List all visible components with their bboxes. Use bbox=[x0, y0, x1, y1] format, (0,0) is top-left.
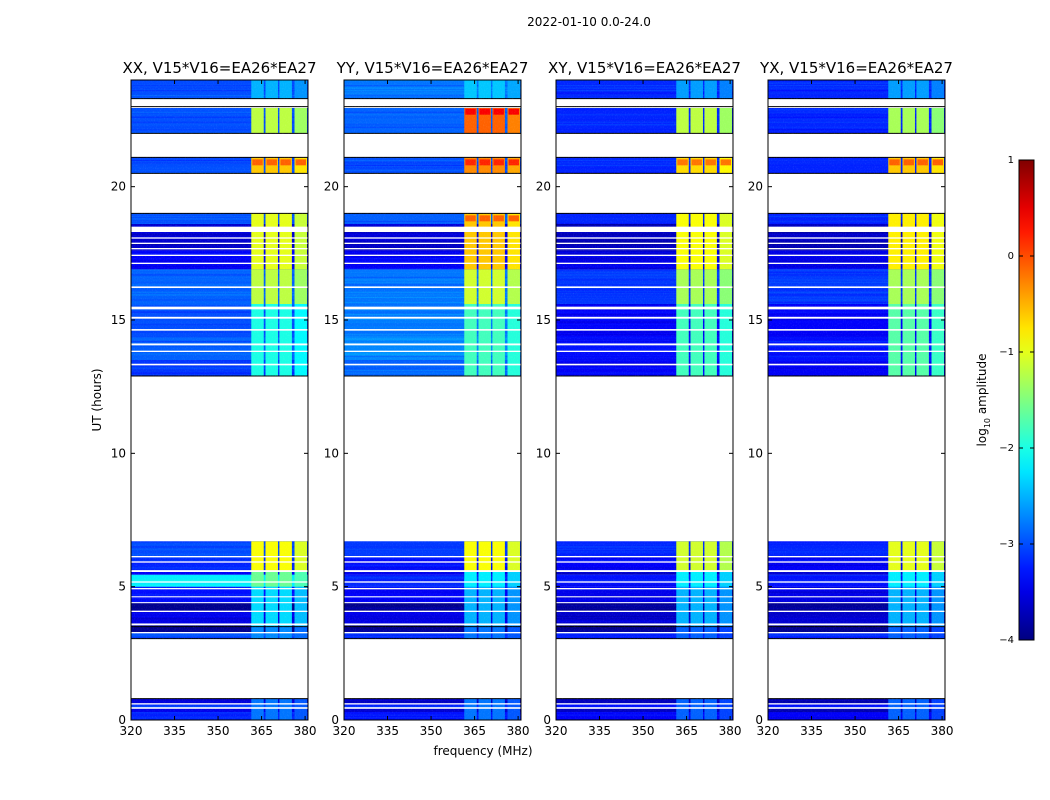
x-tick-label: 380 bbox=[294, 724, 317, 738]
x-tick-label: 350 bbox=[207, 724, 230, 738]
panel-title: YX, V15*V16=EA26*EA27 bbox=[759, 59, 953, 77]
y-tick-label: 10 bbox=[324, 446, 339, 460]
noise-overlay bbox=[768, 80, 945, 720]
y-tick-label: 15 bbox=[324, 313, 339, 327]
y-tick-label: 5 bbox=[543, 580, 551, 594]
y-tick-label: 20 bbox=[748, 180, 763, 194]
panel-2: XY, V15*V16=EA26*EA27 320 335 350 365 380 0 5 10… bbox=[536, 59, 742, 738]
x-tick-label: 350 bbox=[844, 724, 867, 738]
plot-frame bbox=[767, 79, 946, 721]
y-tick-label: 10 bbox=[536, 446, 551, 460]
colorbar: −4 −3 −2 −1 0 1 log10 amplitude bbox=[975, 155, 1035, 646]
x-tick-label: 365 bbox=[675, 724, 698, 738]
data-layer bbox=[556, 80, 733, 720]
y-tick-label: 10 bbox=[111, 446, 126, 460]
x-tick-label: 320 bbox=[120, 724, 143, 738]
x-tick-label: 365 bbox=[887, 724, 910, 738]
colorbar-tick-label: −1 bbox=[999, 347, 1014, 358]
y-tick-label: 15 bbox=[111, 313, 126, 327]
noise-overlay bbox=[344, 80, 521, 720]
noise-overlay bbox=[131, 80, 308, 720]
panel-title: XX, V15*V16=EA26*EA27 bbox=[122, 59, 316, 77]
x-tick-label: 380 bbox=[931, 724, 954, 738]
panel-title: YY, V15*V16=EA26*EA27 bbox=[336, 59, 529, 77]
x-tick-label: 320 bbox=[545, 724, 568, 738]
y-tick-label: 20 bbox=[324, 180, 339, 194]
colorbar-tick-label: −2 bbox=[999, 443, 1014, 454]
data-layer bbox=[768, 80, 945, 720]
x-tick-label: 350 bbox=[420, 724, 443, 738]
colorbar-tick-label: 1 bbox=[1008, 155, 1014, 166]
colorbar-label-main: log bbox=[975, 428, 989, 446]
y-tick-label: 20 bbox=[536, 180, 551, 194]
plot-frame bbox=[343, 79, 522, 721]
figure-suptitle: 2022-01-10 0.0-24.0 bbox=[527, 15, 651, 29]
panel-1: YY, V15*V16=EA26*EA27 320 335 350 365 380 0 5 10… bbox=[324, 59, 530, 738]
panel-title: XY, V15*V16=EA26*EA27 bbox=[548, 59, 741, 77]
colorbar-label: log10 amplitude bbox=[975, 354, 992, 447]
x-tick-label: 350 bbox=[632, 724, 655, 738]
colorbar-tick-label: −4 bbox=[999, 635, 1014, 646]
x-tick-label: 380 bbox=[507, 724, 530, 738]
noise-overlay bbox=[556, 80, 733, 720]
x-tick-label: 335 bbox=[800, 724, 823, 738]
y-axis-label: UT (hours) bbox=[90, 368, 104, 431]
x-tick-label: 365 bbox=[250, 724, 273, 738]
colorbar-tick-label: 0 bbox=[1008, 251, 1014, 262]
colorbar-gradient bbox=[1018, 159, 1035, 641]
plot-frame bbox=[555, 79, 734, 721]
y-tick-label: 0 bbox=[331, 713, 339, 727]
x-tick-label: 335 bbox=[376, 724, 399, 738]
colorbar-tick-label: −3 bbox=[999, 539, 1014, 550]
plot-frame bbox=[130, 79, 309, 721]
y-tick-label: 15 bbox=[748, 313, 763, 327]
panel-0: XX, V15*V16=EA26*EA27 320 335 350 365 380 0 5 10… bbox=[111, 59, 317, 738]
y-tick-label: 5 bbox=[118, 580, 126, 594]
y-tick-label: 0 bbox=[543, 713, 551, 727]
panel-3: YX, V15*V16=EA26*EA27 320 335 350 365 380 0 5 10… bbox=[748, 59, 954, 738]
y-tick-label: 20 bbox=[111, 180, 126, 194]
colorbar-label-sub: 10 bbox=[983, 418, 992, 428]
y-tick-label: 15 bbox=[536, 313, 551, 327]
y-tick-label: 5 bbox=[331, 580, 339, 594]
panels: XX, V15*V16=EA26*EA27 320 335 350 365 380 0 5 10… bbox=[111, 59, 954, 738]
x-tick-label: 335 bbox=[163, 724, 186, 738]
x-tick-label: 380 bbox=[719, 724, 742, 738]
x-tick-label: 320 bbox=[757, 724, 780, 738]
x-tick-label: 320 bbox=[333, 724, 356, 738]
colorbar-label-rest: amplitude bbox=[975, 354, 989, 418]
data-layer bbox=[131, 80, 308, 720]
y-tick-label: 0 bbox=[118, 713, 126, 727]
x-tick-label: 335 bbox=[588, 724, 611, 738]
y-tick-label: 0 bbox=[755, 713, 763, 727]
x-axis-label: frequency (MHz) bbox=[433, 744, 532, 758]
y-tick-label: 10 bbox=[748, 446, 763, 460]
data-layer bbox=[344, 80, 521, 720]
x-tick-label: 365 bbox=[463, 724, 486, 738]
y-tick-label: 5 bbox=[755, 580, 763, 594]
